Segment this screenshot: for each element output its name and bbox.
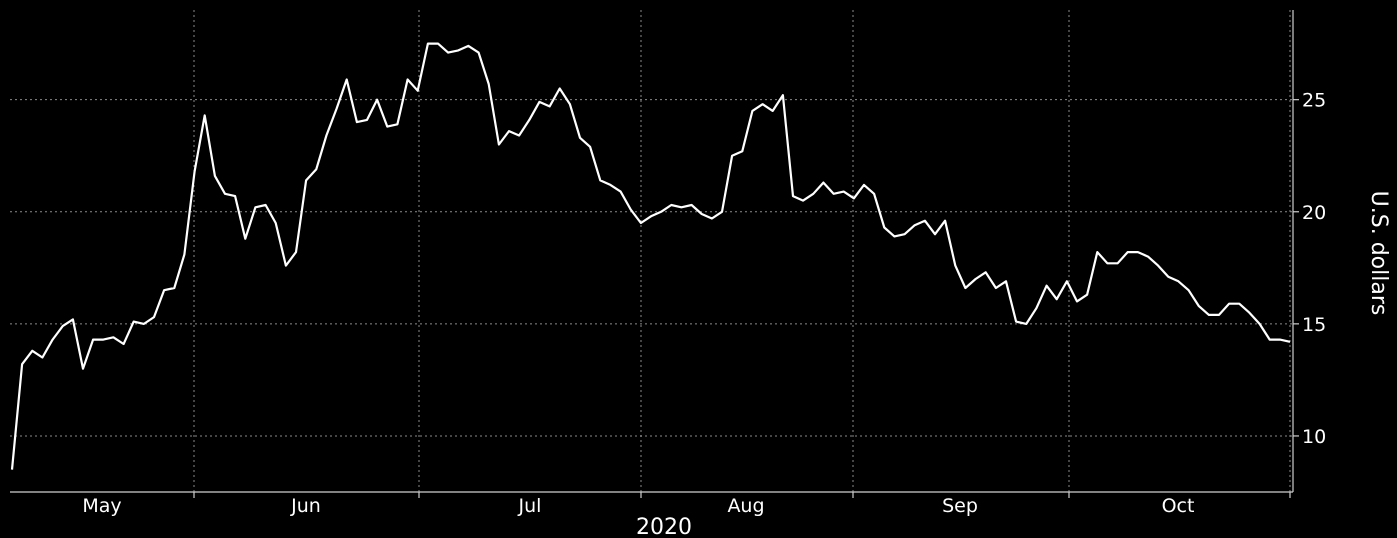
series-line [10, 42, 1291, 470]
y-tick-label: 10 [1302, 426, 1326, 448]
x-tick-label: Jul [518, 495, 542, 517]
y-tick-label: 25 [1302, 90, 1326, 112]
x-axis-title: 2020 [636, 515, 692, 538]
grid-lines [10, 10, 1293, 492]
x-tick-label: Jun [290, 495, 321, 517]
y-axis-title: U.S. dollars [1366, 191, 1391, 316]
x-tick-label: Sep [942, 495, 978, 517]
x-tick-label: May [82, 495, 121, 517]
tick-labels: 10 15 20 25 May Jun Jul Aug Sep Oct [82, 90, 1326, 517]
x-tick-label: Oct [1162, 495, 1195, 517]
axes [10, 10, 1294, 493]
y-tick-label: 20 [1302, 202, 1326, 224]
y-tick-label: 15 [1302, 314, 1326, 336]
x-tick-label: Aug [727, 495, 764, 517]
